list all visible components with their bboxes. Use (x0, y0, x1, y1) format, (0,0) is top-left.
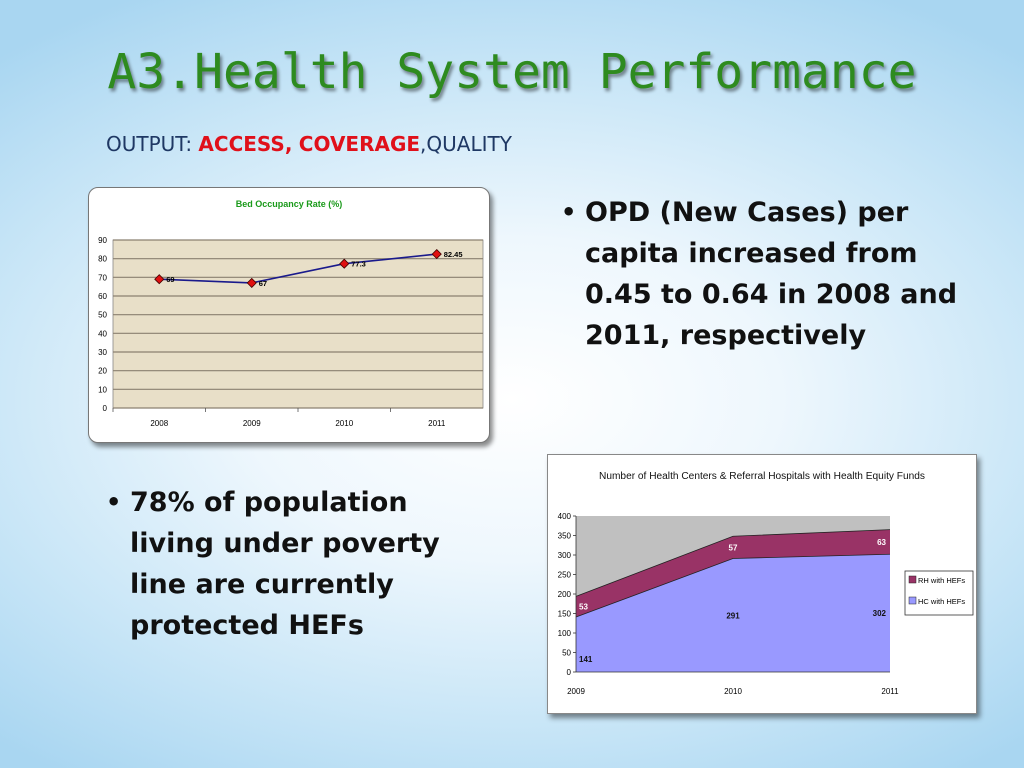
series-edge-rh (575, 529, 891, 597)
data-point (154, 274, 165, 285)
y-tick-label: 150 (558, 610, 572, 619)
subtitle-suffix: ,QUALITY (420, 132, 512, 156)
y-tick-label: 0 (103, 404, 108, 413)
bullet-dot: • (106, 488, 122, 516)
series-edge-hc (575, 553, 891, 618)
data-label: 82.45 (444, 250, 463, 259)
bullet-hef-text: 78% of population living under poverty l… (130, 487, 440, 641)
y-tick-label: 0 (567, 668, 572, 677)
x-tick-label: 2010 (724, 687, 742, 696)
x-tick-label: 2008 (150, 419, 168, 428)
x-tick-label: 2011 (881, 687, 899, 696)
legend-label: HC with HEFs (918, 597, 965, 606)
x-tick-label: 2009 (567, 687, 585, 696)
legend-label: RH with HEFs (918, 576, 965, 585)
y-tick-label: 50 (98, 311, 107, 320)
y-tick-label: 30 (98, 348, 107, 357)
slide-subtitle: OUTPUT: ACCESS, COVERAGE,QUALITY (106, 132, 512, 156)
slide-title: A3.Health System Performance (107, 44, 917, 100)
y-tick-label: 50 (562, 649, 571, 658)
bed-occupancy-chart: Bed Occupancy Rate (%) 0 10 20 30 40 50 60 70 80 9… (98, 199, 484, 428)
data-point (246, 277, 257, 288)
y-tick-label: 60 (98, 292, 107, 301)
data-label: 67 (259, 279, 267, 288)
y-tick-label: 400 (558, 512, 572, 521)
data-label-rh: 53 (579, 603, 588, 612)
data-point (339, 258, 350, 269)
y-tick-label: 10 (98, 385, 107, 394)
y-tick-label: 350 (558, 532, 572, 541)
bullet-opd-text: OPD (New Cases) per capita increased fro… (585, 197, 958, 351)
y-tick-label: 250 (558, 571, 572, 580)
legend-swatch (908, 596, 917, 605)
y-tick-label: 40 (98, 329, 107, 338)
series-area-rh (576, 529, 890, 618)
x-tick-label: 2011 (428, 419, 446, 428)
series-line (159, 253, 437, 284)
y-tick-label: 80 (98, 255, 107, 264)
y-tick-label: 20 (98, 367, 107, 376)
data-label-hc: 302 (873, 609, 887, 618)
hef-area-chart: Number of Health Centers & Referral Hosp… (558, 471, 974, 696)
y-tick-label: 200 (558, 590, 572, 599)
subtitle-access: ACCESS, (198, 132, 293, 156)
data-point (431, 249, 442, 260)
bullet-hef: • 78% of population living under poverty… (106, 482, 470, 646)
legend: RH with HEFs HC with HEFs (904, 570, 974, 616)
x-tick-label: 2010 (335, 419, 353, 428)
data-label-rh: 57 (729, 543, 738, 552)
data-label: 69 (166, 275, 174, 284)
plot-area (112, 239, 484, 409)
y-tick-label: 90 (98, 236, 107, 245)
series-area-hc (576, 554, 890, 672)
hef-chart-card: Number of Health Centers & Referral Hosp… (547, 454, 977, 714)
legend-swatch (908, 575, 917, 584)
y-tick-label: 70 (98, 273, 107, 282)
y-tick-label: 300 (558, 551, 572, 560)
y-tick-label: 100 (558, 629, 572, 638)
data-label-rh: 63 (877, 538, 886, 547)
bed-occupancy-chart-card: Bed Occupancy Rate (%) 0 10 20 30 40 50 60 70 80 9… (88, 187, 490, 443)
data-label-hc: 141 (579, 655, 593, 664)
subtitle-coverage: COVERAGE (298, 132, 421, 156)
x-tick-label: 2009 (243, 419, 261, 428)
chart-title: Number of Health Centers & Referral Hosp… (599, 471, 925, 482)
chart-title: Bed Occupancy Rate (%) (236, 199, 343, 209)
subtitle-prefix: OUTPUT: (106, 132, 199, 156)
legend-box (904, 570, 974, 616)
data-label: 77.3 (351, 260, 366, 269)
bullet-opd: • OPD (New Cases) per capita increased f… (561, 192, 965, 356)
data-label-hc: 291 (726, 611, 740, 620)
bullet-dot: • (561, 198, 577, 226)
